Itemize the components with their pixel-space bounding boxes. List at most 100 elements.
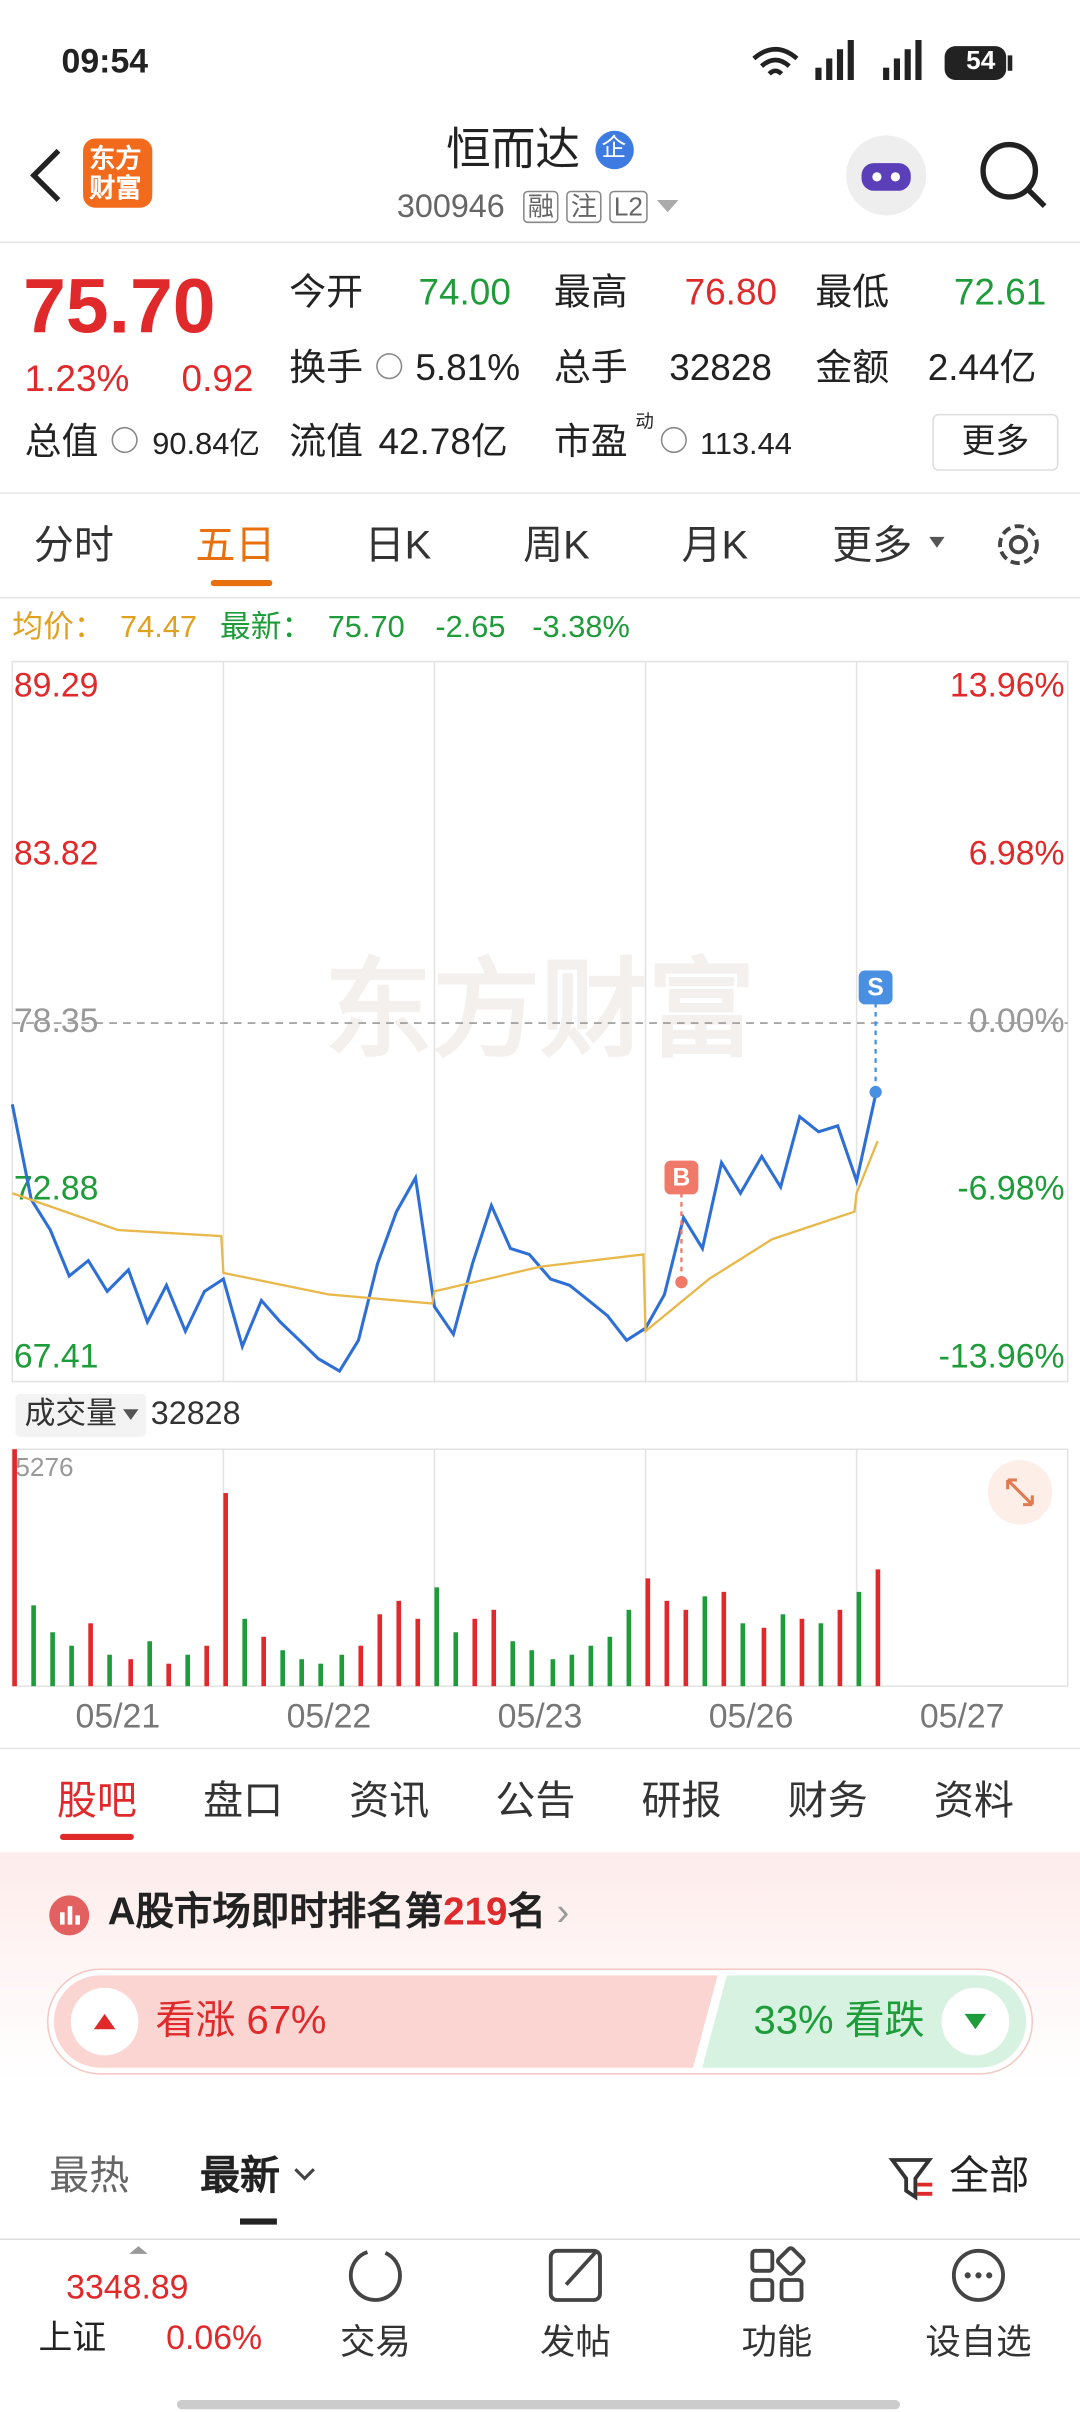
period-tab[interactable]: 分时 <box>33 521 114 568</box>
volume-selector[interactable] <box>15 1393 147 1437</box>
section-tab[interactable]: 股吧 <box>56 1776 137 1824</box>
search-button[interactable] <box>975 137 1052 214</box>
ranking[interactable]: A股市场即时排名第219名 › <box>107 1890 570 1934</box>
volume-bar <box>683 1609 689 1687</box>
volume-bar <box>12 1449 17 1687</box>
volume-max-label: 5276 <box>15 1452 73 1482</box>
volume-bar <box>875 1569 881 1687</box>
volume-bar <box>396 1600 402 1687</box>
volume-bar <box>837 1609 843 1687</box>
stock-name: 恒而达 <box>446 126 581 176</box>
period-tab[interactable]: 五日 <box>195 521 276 568</box>
period-tab[interactable]: 日K <box>364 521 432 568</box>
trade-marker-badge <box>664 1160 699 1195</box>
tag: L2 <box>609 190 648 224</box>
badge: 企 <box>595 130 634 170</box>
volume-bar <box>339 1654 345 1687</box>
field-value: 76.80 <box>684 272 778 314</box>
field-value: 32828 <box>669 347 772 390</box>
y-tick-label: 83.82 <box>14 834 99 872</box>
field-label: 总值 <box>24 421 99 464</box>
more-button[interactable]: 更多 <box>932 413 1059 471</box>
logo-text: 东方 <box>89 144 142 174</box>
bear-label: 33% 看跌 <box>754 1999 925 2043</box>
index-value: 3348.89 <box>66 2267 189 2307</box>
volume-bar <box>856 1591 862 1687</box>
volume-bar <box>358 1645 364 1687</box>
trade-marker-label: B <box>673 1165 691 1192</box>
settings-button[interactable] <box>991 517 1046 572</box>
app-logo[interactable]: 东方 财富 <box>83 138 153 208</box>
period-tab[interactable]: 更多 <box>832 521 913 568</box>
stock-code: 300946 <box>396 189 505 225</box>
nav-item[interactable]: 发帖 <box>539 2321 611 2362</box>
tag: 融 <box>523 190 559 224</box>
chart: 东方财富 05/21 05/22 05/23 05/26 05/27 89.29 83.82 7… <box>10 660 1069 1735</box>
section-tab[interactable]: 资讯 <box>349 1776 430 1824</box>
volume-bar <box>491 1609 497 1687</box>
volume-bar <box>818 1623 824 1687</box>
index-pct: 0.06% <box>166 2318 263 2357</box>
y2-tick-label: 13.96% <box>950 667 1065 705</box>
volume-bar <box>645 1578 651 1687</box>
volume-bar <box>780 1614 786 1687</box>
volume-caret <box>123 1409 139 1420</box>
volume-bar <box>88 1623 93 1687</box>
y-tick-label: 89.29 <box>14 667 99 705</box>
divider <box>0 492 1080 494</box>
badge-text: 企 <box>601 135 627 162</box>
volume-bar <box>740 1623 746 1687</box>
section-tab[interactable]: 公告 <box>495 1776 576 1824</box>
ranking-suffix: 名 <box>507 1890 546 1934</box>
plot-frame <box>11 660 1069 1383</box>
volume-frame <box>11 1448 1069 1687</box>
avg-value: 74.47 <box>119 610 198 645</box>
volume-bar <box>415 1618 421 1687</box>
back-button[interactable] <box>22 145 68 207</box>
expand-icon <box>1006 1478 1034 1507</box>
section-tab[interactable]: 财务 <box>787 1776 868 1824</box>
more-text: 更多 <box>961 421 1030 460</box>
last-change: -2.65 <box>435 610 506 645</box>
filter-new[interactable]: 最新 <box>199 2152 281 2199</box>
volume-bar <box>550 1659 556 1687</box>
field-label: 最低 <box>815 272 890 314</box>
volume-label: 成交量 <box>25 1396 117 1431</box>
x-tick-label: 05/21 <box>76 1697 161 1735</box>
watermark: 东方财富 <box>325 950 756 1070</box>
section-tab[interactable]: 盘口 <box>203 1776 284 1824</box>
dropdown-icon[interactable] <box>655 197 680 215</box>
tab-underline <box>210 579 273 587</box>
section-tab[interactable]: 资料 <box>933 1776 1014 1824</box>
divider <box>0 2238 1080 2240</box>
period-tab[interactable]: 周K <box>523 521 590 568</box>
field-label: 总手 <box>553 347 628 390</box>
field-label: 换手 <box>289 347 364 390</box>
nav-item[interactable]: 交易 <box>339 2321 411 2362</box>
volume-bar <box>185 1654 191 1687</box>
volume-bar <box>664 1600 670 1687</box>
period-tab[interactable]: 月K <box>681 521 749 568</box>
average-line <box>11 1140 879 1334</box>
bear-share <box>702 1975 1027 2068</box>
volume-bar <box>510 1641 516 1687</box>
field-label: 金额 <box>815 347 890 390</box>
field-value: 74.00 <box>418 272 511 314</box>
volume-bar <box>242 1618 247 1687</box>
nav-item[interactable]: 功能 <box>741 2321 813 2362</box>
field-label: 流值 <box>289 421 364 464</box>
section-tab[interactable]: 研报 <box>641 1776 722 1824</box>
nav-item[interactable]: 设自选 <box>925 2321 1032 2362</box>
volume-bar <box>147 1641 153 1687</box>
assistant-avatar[interactable] <box>843 132 929 218</box>
volume-bar <box>107 1654 112 1687</box>
bull-arrow <box>93 2013 116 2030</box>
filter-icons <box>239 2158 934 2225</box>
bear-arrow <box>964 2013 987 2030</box>
filter-hot[interactable]: 最热 <box>49 2152 130 2199</box>
filter-all[interactable]: 全部 <box>949 2152 1030 2199</box>
status-icons <box>752 39 1013 80</box>
volume-bar <box>626 1609 632 1687</box>
volume-bar <box>166 1663 172 1687</box>
